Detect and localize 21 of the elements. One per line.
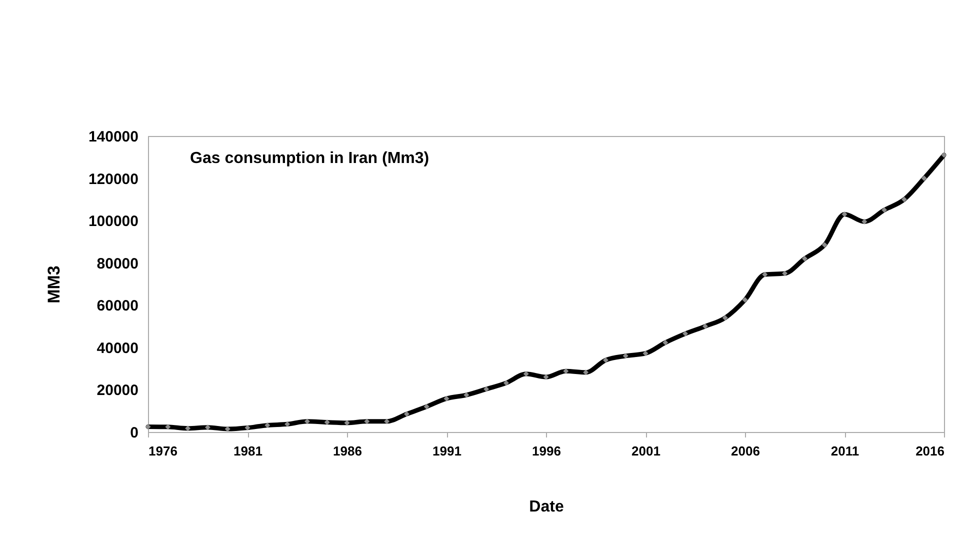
x-tick-label: 2001: [632, 444, 660, 458]
x-tick-label: 2016: [916, 444, 944, 458]
y-tick-label: 80000: [96, 255, 138, 272]
x-tick-label: 1976: [148, 444, 178, 458]
x-tick-label: 1981: [234, 444, 262, 458]
y-tick-label: 40000: [96, 340, 138, 357]
y-tick-label: 0: [130, 424, 138, 442]
y-tick-label: 120000: [88, 170, 138, 188]
x-axis-title: Date: [529, 498, 564, 516]
line-series: [145, 152, 947, 432]
x-tick-label: 1986: [333, 444, 362, 458]
y-tick-label: 20000: [96, 382, 138, 400]
y-axis-title: MM3: [44, 266, 64, 304]
y-tick-label: 140000: [88, 128, 138, 146]
y-tick-label: 60000: [96, 298, 138, 315]
x-tick-label: 1996: [532, 444, 561, 458]
x-tick-label: 1991: [432, 444, 462, 458]
text: Gas consumption in Iran (Mm3): [190, 150, 430, 167]
y-tick-label: 100000: [88, 213, 138, 230]
x-tick-label: 2011: [830, 444, 860, 458]
x-tick-label: 2006: [731, 444, 760, 458]
